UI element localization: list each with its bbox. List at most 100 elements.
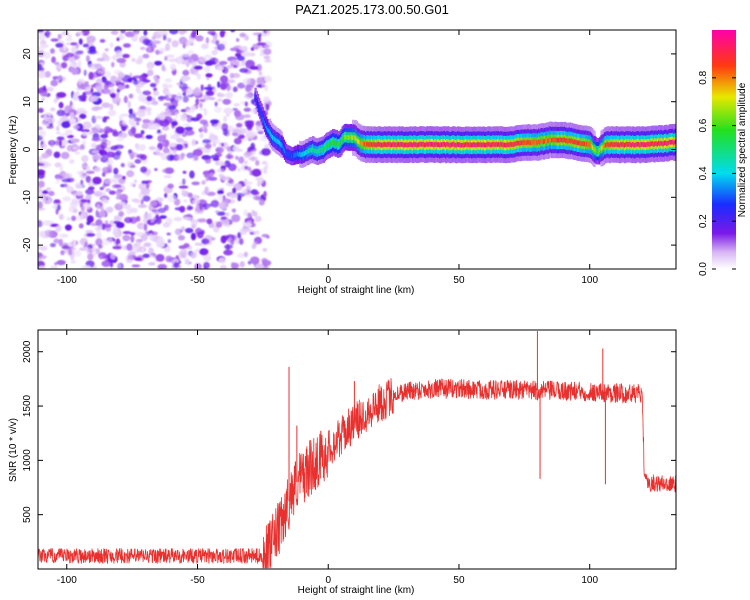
heatmap-noise-cell	[82, 43, 89, 48]
heatmap-noise-cell	[265, 103, 270, 111]
heatmap-noise-cell	[58, 139, 63, 147]
heatmap-noise-cell	[241, 228, 252, 232]
heatmap-noise-cell	[138, 144, 146, 151]
heatmap-noise-cell	[182, 60, 187, 65]
heatmap-noise-cell	[86, 215, 94, 223]
heatmap-noise-cell	[181, 226, 186, 232]
heatmap-noise-cell	[161, 64, 166, 72]
heatmap-noise-cell	[85, 170, 95, 174]
heatmap-noise-cell	[70, 138, 80, 143]
heatmap-noise-cell	[145, 181, 150, 190]
heatmap-noise-cell	[186, 152, 195, 159]
heatmap-noise-cell	[122, 230, 132, 235]
heatmap-noise-cell	[181, 188, 185, 196]
heatmap-noise-cell	[180, 75, 187, 83]
heatmap-noise-cell	[203, 261, 210, 269]
heatmap-noise-cell	[164, 77, 173, 83]
heatmap-noise-cell	[222, 195, 226, 201]
heatmap-noise-cell	[85, 165, 90, 172]
heatmap-noise-cell	[162, 139, 170, 148]
heatmap-noise-cell	[214, 101, 218, 107]
heatmap-noise-cell	[140, 199, 144, 205]
heatmap-noise-cell	[41, 153, 49, 159]
heatmap-noise-cell	[75, 43, 79, 48]
heatmap-noise-cell	[199, 132, 204, 139]
heatmap-noise-layer	[38, 30, 273, 269]
heatmap-noise-cell	[235, 238, 241, 245]
figure-title: PAZ1.2025.173.00.50.G01	[295, 2, 449, 17]
heatmap-noise-cell	[101, 172, 106, 177]
heatmap-noise-cell	[60, 151, 70, 160]
heatmap-noise-cell	[231, 107, 239, 112]
heatmap-noise-cell	[203, 54, 213, 60]
heatmap-noise-cell	[255, 124, 260, 131]
heatmap-noise-cell	[56, 92, 67, 98]
heatmap-noise-cell	[260, 167, 268, 173]
heatmap-noise-cell	[138, 204, 147, 209]
heatmap-noise-cell	[117, 72, 125, 79]
heatmap-noise-cell	[101, 88, 111, 95]
heatmap-noise-cell	[162, 147, 170, 154]
heatmap-noise-cell	[199, 248, 209, 256]
heatmap-noise-cell	[44, 30, 51, 39]
snr-y-ticks: 2000 1500 1000 500	[22, 340, 676, 523]
heatmap-noise-cell	[81, 155, 89, 163]
heatmap-noise-cell	[197, 218, 207, 223]
heatmap-noise-cell	[75, 31, 84, 36]
heatmap-noise-cell	[206, 191, 216, 197]
heatmap-noise-cell	[136, 248, 142, 252]
heatmap-noise-cell	[85, 175, 92, 183]
heatmap-noise-cell	[218, 201, 228, 210]
heatmap-noise-cell	[105, 220, 109, 225]
heatmap-noise-cell	[165, 91, 172, 95]
heatmap-noise-cell	[157, 263, 168, 269]
heatmap-noise-cell	[241, 188, 248, 194]
heatmap-noise-cell	[155, 217, 162, 225]
heatmap-noise-cell	[90, 222, 99, 227]
heatmap-noise-cell	[141, 123, 150, 130]
heatmap-noise-cell	[140, 166, 148, 173]
heatmap-noise-cell	[58, 213, 64, 221]
heatmap-noise-cell	[208, 96, 216, 101]
heatmap-noise-cell	[40, 129, 47, 138]
snr-y-tick-label: 500	[22, 506, 33, 523]
heatmap-noise-cell	[165, 54, 175, 58]
heatmap-noise-cell	[71, 46, 77, 54]
heatmap-noise-cell	[148, 247, 154, 255]
colorbar-tick-label: 0.6	[698, 118, 709, 132]
heatmap-noise-cell	[75, 191, 83, 196]
heatmap-noise-cell	[38, 162, 45, 167]
heatmap-noise-cell	[127, 128, 136, 137]
heatmap-noise-cell	[53, 199, 61, 203]
heatmap-noise-cell	[205, 175, 210, 182]
heatmap-noise-cell	[263, 190, 267, 198]
heatmap-noise-cell	[202, 122, 209, 128]
heatmap-noise-cell	[48, 190, 55, 197]
heatmap-noise-cell	[151, 40, 162, 45]
heatmap-noise-cell	[102, 183, 106, 188]
heatmap-noise-cell	[217, 81, 221, 88]
heatmap-noise-cell	[216, 66, 225, 71]
heatmap-noise-cell	[66, 216, 71, 221]
heatmap-noise-cell	[182, 69, 190, 76]
heatmap-noise-cell	[85, 247, 91, 255]
heatmap-noise-cell	[199, 203, 203, 211]
heatmap-noise-cell	[169, 30, 179, 35]
heatmap-noise-cell	[99, 255, 103, 260]
heatmap-noise-cell	[233, 103, 240, 107]
heatmap-noise-cell	[218, 60, 228, 65]
heatmap-noise-cell	[117, 84, 124, 91]
heatmap-noise-cell	[243, 107, 252, 112]
heatmap-noise-cell	[38, 186, 43, 194]
heatmap-noise-cell	[122, 175, 126, 180]
heatmap-noise-cell	[106, 159, 113, 167]
colorbar-tick-label: 0.0	[698, 262, 709, 276]
heatmap-noise-cell	[178, 185, 189, 189]
heatmap-noise-cell	[72, 60, 77, 67]
heatmap-noise-cell	[38, 252, 43, 258]
heatmap-noise-cell	[227, 178, 234, 184]
heatmap-noise-cell	[91, 127, 98, 134]
heatmap-noise-cell	[50, 38, 60, 42]
heatmap-noise-cell	[155, 253, 165, 262]
heatmap-noise-cell	[174, 228, 182, 236]
